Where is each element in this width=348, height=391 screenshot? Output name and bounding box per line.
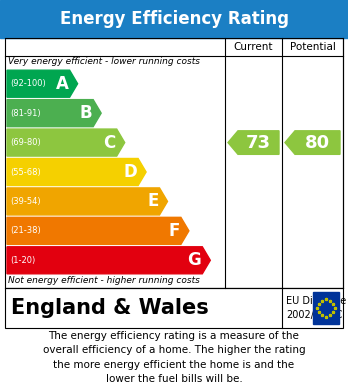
Bar bbox=[0, 0, 348, 38]
Text: 73: 73 bbox=[246, 134, 271, 152]
Text: C: C bbox=[103, 134, 116, 152]
Text: EU Directive: EU Directive bbox=[286, 296, 346, 306]
Text: B: B bbox=[80, 104, 92, 122]
Bar bbox=[313, 292, 339, 324]
Text: (92-100): (92-100) bbox=[10, 79, 46, 88]
Text: Current: Current bbox=[234, 42, 273, 52]
Text: Very energy efficient - lower running costs: Very energy efficient - lower running co… bbox=[8, 57, 200, 66]
Text: 80: 80 bbox=[305, 134, 330, 152]
Text: (1-20): (1-20) bbox=[10, 256, 35, 265]
Bar bbox=[5, 38, 343, 288]
Text: (21-38): (21-38) bbox=[10, 226, 41, 235]
Text: Not energy efficient - higher running costs: Not energy efficient - higher running co… bbox=[8, 276, 200, 285]
Text: Potential: Potential bbox=[290, 42, 335, 52]
Text: E: E bbox=[147, 192, 158, 210]
Polygon shape bbox=[7, 188, 167, 215]
Text: England & Wales: England & Wales bbox=[11, 298, 209, 318]
Polygon shape bbox=[7, 100, 101, 127]
Polygon shape bbox=[7, 129, 125, 156]
Polygon shape bbox=[7, 247, 210, 274]
Text: (69-80): (69-80) bbox=[10, 138, 41, 147]
Polygon shape bbox=[228, 131, 279, 154]
Polygon shape bbox=[285, 131, 340, 154]
Text: The energy efficiency rating is a measure of the
overall efficiency of a home. T: The energy efficiency rating is a measur… bbox=[43, 331, 305, 384]
Polygon shape bbox=[7, 70, 78, 97]
Text: (81-91): (81-91) bbox=[10, 109, 41, 118]
Bar bbox=[5, 288, 343, 328]
Text: F: F bbox=[168, 222, 180, 240]
Text: 2002/91/EC: 2002/91/EC bbox=[286, 310, 342, 320]
Text: (55-68): (55-68) bbox=[10, 167, 41, 176]
Text: G: G bbox=[188, 251, 201, 269]
Text: (39-54): (39-54) bbox=[10, 197, 41, 206]
Text: D: D bbox=[123, 163, 137, 181]
Polygon shape bbox=[7, 217, 189, 244]
Polygon shape bbox=[7, 158, 146, 185]
Text: Energy Efficiency Rating: Energy Efficiency Rating bbox=[60, 10, 288, 28]
Text: A: A bbox=[56, 75, 69, 93]
